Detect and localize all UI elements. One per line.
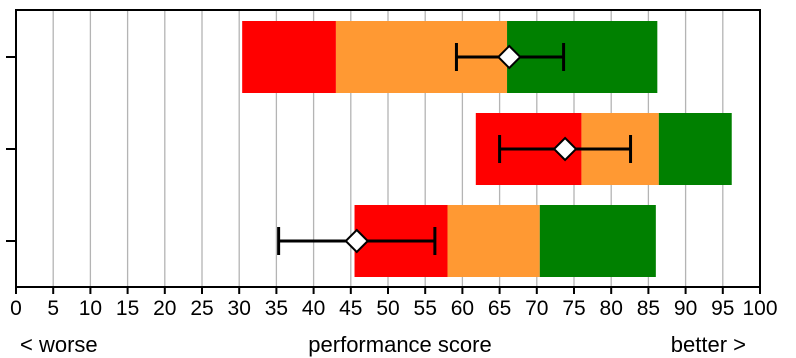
score-band-mid [447, 205, 540, 277]
x-tick-label: 85 [637, 297, 660, 320]
x-tick-label: 80 [600, 297, 623, 320]
worse-label: < worse [20, 332, 98, 357]
score-bands [242, 21, 732, 277]
x-tick-label: 0 [10, 297, 22, 320]
x-tick-label: 90 [674, 297, 697, 320]
better-label: better > [671, 332, 746, 357]
x-tick-label: 55 [414, 297, 437, 320]
x-ticks: 0 5 10 15 20 25 30 35 40 45 50 55 60 65 70 75 80 85 90 95 10… [10, 287, 778, 320]
x-tick-label: 10 [79, 297, 102, 320]
x-tick-label: 5 [47, 297, 59, 320]
x-tick-label: 25 [190, 297, 213, 320]
x-tick-label: 65 [488, 297, 511, 320]
score-band-high [539, 205, 656, 277]
x-tick-label: 35 [265, 297, 288, 320]
x-tick-label: 45 [339, 297, 362, 320]
score-marker [496, 44, 522, 70]
x-tick-label: 70 [525, 297, 548, 320]
x-tick-label: 50 [376, 297, 399, 320]
score-markers [344, 44, 578, 254]
x-tick-label: 40 [302, 297, 325, 320]
score-band-high [658, 113, 732, 185]
x-tick-label: 60 [451, 297, 474, 320]
y-ticks [6, 56, 16, 242]
score-marker [552, 136, 578, 162]
x-tick-label: 75 [562, 297, 585, 320]
x-tick-label: 15 [116, 297, 139, 320]
x-tick-label: 20 [153, 297, 176, 320]
x-axis-label: performance score [308, 332, 491, 357]
x-tick-label: 95 [711, 297, 734, 320]
x-tick-label: 30 [228, 297, 251, 320]
score-band-low [242, 21, 336, 93]
score-marker [344, 228, 370, 254]
x-tick-label: 100 [742, 297, 777, 320]
